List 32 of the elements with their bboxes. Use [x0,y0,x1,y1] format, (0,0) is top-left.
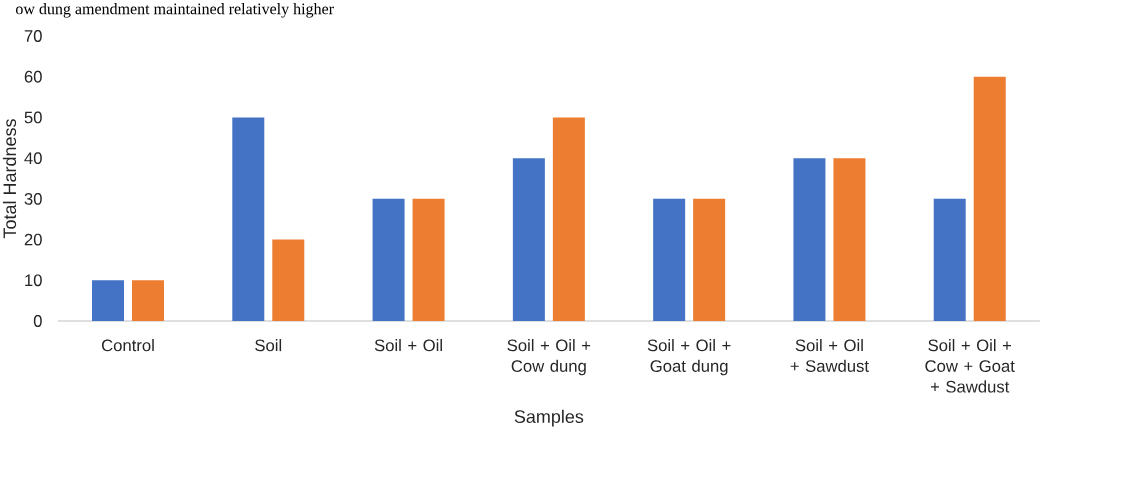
bar [272,239,305,321]
y-tick-label: 70 [24,30,42,42]
x-tick-label: Soil + Oil + Sawdust [790,339,869,372]
y-tick-label: 40 [24,152,42,165]
bar [793,158,826,321]
y-tick-label: 60 [24,70,42,83]
y-tick-label: 50 [24,111,42,124]
y-tick-label: 30 [24,192,42,205]
bar [412,198,445,321]
x-tick-label: Soil + Oil + Goat dung [647,339,731,376]
x-tick-label: Soil + Oil + Cow dung [507,339,591,376]
x-tick-label: Soil + Oil + Cow + Goat + Sawdust [925,339,1015,393]
y-tick-label: 0 [33,315,42,327]
bar [693,198,726,321]
x-tick-label: Soil + Oil [374,339,442,352]
y-axis-title: Total Hardness [2,119,17,239]
y-tick-label: 10 [25,274,42,287]
bar [973,76,1006,321]
bar [92,280,124,321]
bar [933,198,966,321]
bar [372,198,405,321]
x-axis-title: Samples [514,409,584,427]
bar [653,198,686,321]
x-tick-label: Control [101,339,154,352]
bar [552,117,585,321]
bar [833,158,866,321]
bar [512,158,545,321]
x-tick-label: Soil [255,339,282,352]
bar [132,280,164,321]
text: ow dung amendment maintained relatively higher [15,3,334,18]
y-tick-label: 20 [24,233,42,246]
bar [232,117,265,321]
